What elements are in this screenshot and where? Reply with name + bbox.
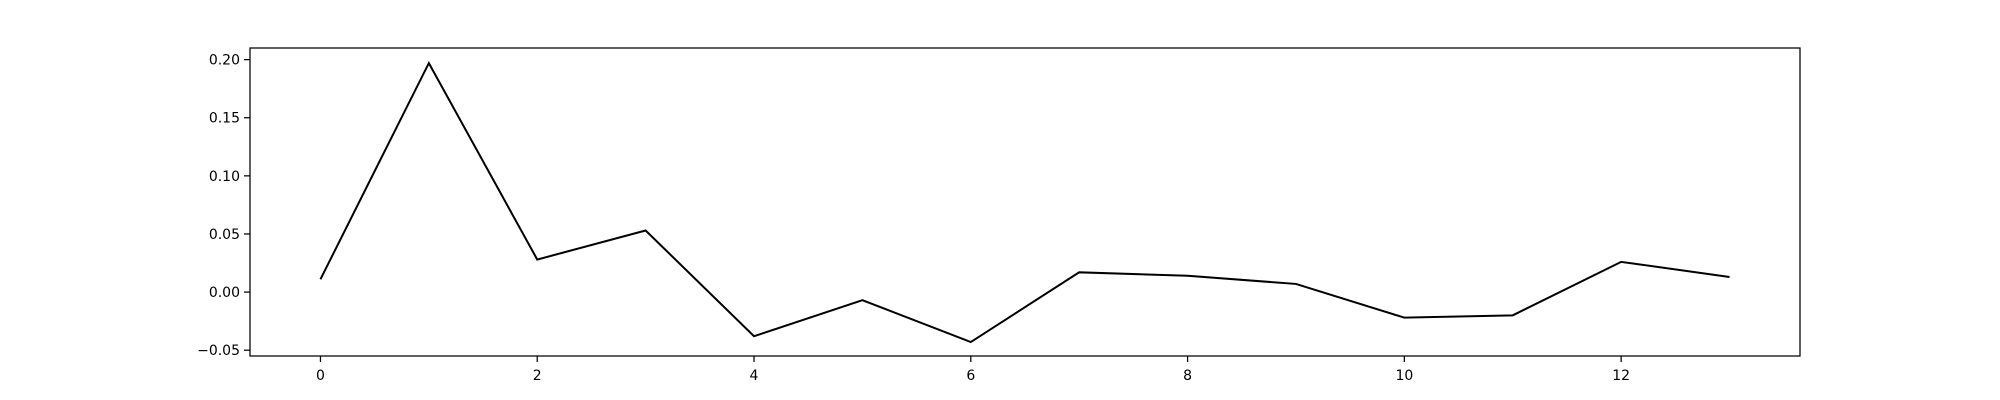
x-tick-label: 8 <box>1183 368 1192 384</box>
y-tick-label: 0.00 <box>209 285 240 301</box>
y-tick-label: 0.20 <box>209 53 240 69</box>
axes-frame <box>249 47 1801 357</box>
y-axis: −0.05 0.00 0.05 0.10 0.15 0.20 <box>197 53 250 359</box>
series-line <box>319 60 1730 344</box>
plot-area-background <box>250 48 1800 356</box>
x-tick-label: 0 <box>316 368 325 384</box>
x-tick-label: 12 <box>1612 368 1630 384</box>
y-tick-label: 0.10 <box>209 169 240 185</box>
x-tick-label: 6 <box>966 368 975 384</box>
x-tick-label: 4 <box>750 368 759 384</box>
x-axis: 0 2 4 6 8 10 12 <box>316 356 1630 384</box>
y-tick-label: 0.15 <box>209 111 240 127</box>
x-tick-label: 10 <box>1395 368 1413 384</box>
y-tick-label: −0.05 <box>197 343 240 359</box>
y-tick-label: 0.05 <box>209 227 240 243</box>
x-tick-label: 2 <box>533 368 542 384</box>
